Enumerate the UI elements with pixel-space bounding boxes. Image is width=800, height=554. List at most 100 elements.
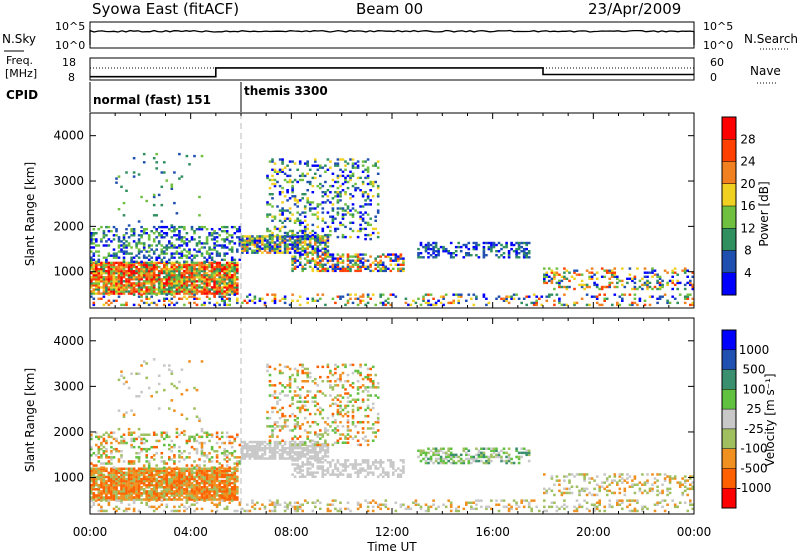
freq-trace xyxy=(90,67,694,78)
data-cell xyxy=(558,301,561,305)
data-cell xyxy=(150,278,153,281)
data-cell xyxy=(180,240,184,243)
data-cell xyxy=(472,245,476,249)
data-cell xyxy=(137,496,141,499)
colorbar-segment xyxy=(722,250,736,273)
data-cell xyxy=(389,303,393,307)
data-cell xyxy=(120,441,123,445)
data-cell xyxy=(97,288,101,291)
data-cell xyxy=(434,241,438,245)
data-cell xyxy=(683,269,687,272)
data-cell xyxy=(236,261,239,265)
data-cell xyxy=(678,281,682,285)
data-cell xyxy=(190,486,194,489)
data-cell xyxy=(308,371,312,375)
data-cell xyxy=(215,441,219,445)
data-cell xyxy=(90,240,93,243)
data-cell xyxy=(155,256,158,259)
data-cell xyxy=(434,250,438,253)
data-cell xyxy=(203,290,206,293)
data-cell xyxy=(558,273,561,276)
data-cell xyxy=(107,293,111,296)
data-cell xyxy=(145,290,148,293)
data-cell xyxy=(689,283,692,287)
data-cell xyxy=(334,427,337,430)
data-cell xyxy=(180,475,184,479)
data-cell xyxy=(381,267,385,270)
data-cell xyxy=(321,251,325,254)
data-cell xyxy=(311,396,315,399)
data-cell xyxy=(188,439,191,443)
data-cell xyxy=(387,301,390,305)
data-cell xyxy=(220,278,224,281)
data-cell xyxy=(334,441,337,444)
data-cell xyxy=(271,410,274,414)
data-cell xyxy=(683,295,687,298)
data-cell xyxy=(142,274,146,277)
data-cell xyxy=(273,215,277,218)
data-cell xyxy=(195,481,199,485)
data-cell xyxy=(371,261,375,264)
data-cell xyxy=(200,225,204,229)
data-cell xyxy=(213,469,216,473)
data-cell xyxy=(168,280,171,283)
data-cell xyxy=(100,278,103,281)
data-cell xyxy=(308,265,312,268)
data-cell xyxy=(689,303,692,307)
data-cell xyxy=(213,290,216,293)
data-cell xyxy=(286,394,289,397)
data-cell xyxy=(417,254,420,257)
data-cell xyxy=(193,271,196,275)
data-cell xyxy=(344,178,347,182)
data-cell xyxy=(130,473,133,477)
data-cell xyxy=(160,496,164,499)
data-cell xyxy=(314,377,317,381)
data-cell xyxy=(210,433,214,436)
data-cell xyxy=(308,425,312,428)
data-cell xyxy=(258,245,262,248)
data-cell xyxy=(90,276,93,279)
data-cell xyxy=(173,274,176,277)
data-cell xyxy=(314,431,317,434)
data-cell xyxy=(369,373,372,377)
data-cell xyxy=(200,246,204,249)
data-cell xyxy=(263,451,267,454)
data-cell xyxy=(321,444,325,448)
data-cell xyxy=(188,263,191,267)
data-cell xyxy=(92,452,96,455)
data-cell xyxy=(248,449,252,452)
data-cell xyxy=(117,467,121,470)
data-cell xyxy=(223,269,226,273)
data-cell xyxy=(303,205,307,208)
data-cell xyxy=(228,477,231,481)
data-cell xyxy=(120,282,123,285)
data-cell xyxy=(306,199,309,202)
data-cell xyxy=(346,419,350,422)
data-cell xyxy=(311,444,315,448)
data-cell xyxy=(120,265,123,269)
data-cell xyxy=(374,162,377,165)
data-cell xyxy=(324,429,327,432)
data-cell xyxy=(120,471,123,475)
data-cell xyxy=(112,479,116,483)
data-cell xyxy=(208,246,211,249)
data-cell xyxy=(273,217,277,220)
data-cell xyxy=(349,197,352,200)
data-cell xyxy=(303,219,307,222)
data-cell xyxy=(168,258,171,261)
data-cell xyxy=(281,384,284,387)
data-cell xyxy=(115,479,118,483)
data-cell xyxy=(117,175,121,178)
data-cell xyxy=(185,479,189,483)
data-cell xyxy=(298,453,302,456)
data-cell xyxy=(190,295,194,298)
data-cell xyxy=(346,207,350,210)
data-cell xyxy=(215,269,219,273)
data-cell xyxy=(218,234,221,237)
data-cell xyxy=(165,263,169,267)
data-cell xyxy=(230,494,234,497)
data-cell xyxy=(457,299,460,302)
data-cell xyxy=(92,471,96,475)
data-cell xyxy=(157,286,161,289)
data-cell xyxy=(198,486,201,489)
